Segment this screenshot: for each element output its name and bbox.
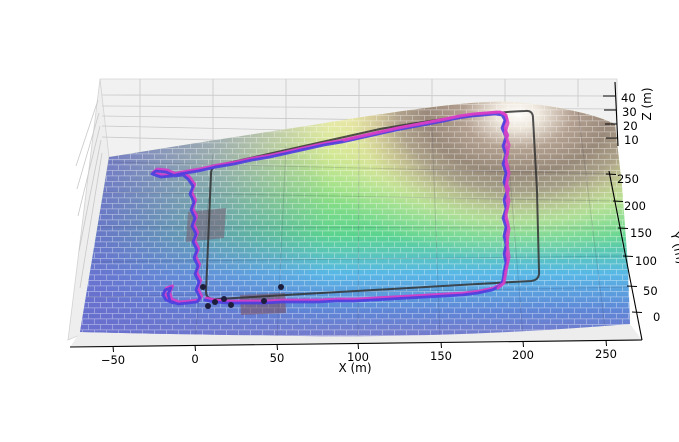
side-wall-gridline (76, 112, 100, 190)
y-axis-tick (617, 227, 629, 229)
x-axis-tick (440, 341, 442, 349)
y-tick-label: 0 (653, 310, 660, 324)
x-axis-tick (357, 342, 359, 350)
see-through-gridline (108, 161, 614, 175)
see-through-gridline (85, 286, 630, 298)
z-tick-label: 30 (622, 105, 637, 119)
z-axis-spine (614, 81, 619, 147)
plot-canvas: −50 0 50 100 150 200 250 X (m) 250 200 150 100 50 0 Y … (67, 78, 679, 375)
x-axis-tick (605, 339, 607, 347)
y-tick-label: 100 (635, 254, 657, 268)
trajectory-blue (150, 112, 509, 306)
see-through-gridline (96, 226, 624, 229)
y-axis-label: Y (m) (667, 230, 679, 266)
surface-mesh (80, 101, 630, 337)
x-axis-tick (194, 344, 196, 352)
z-tick-label: 10 (624, 133, 639, 147)
x-axis-tick (112, 345, 114, 353)
y-tick-label: 250 (617, 172, 639, 186)
x-tick-label: −50 (101, 353, 125, 367)
y-tick-label: 200 (624, 199, 646, 213)
y-axis-tick (622, 255, 634, 257)
side-wall-gridline (75, 99, 99, 167)
x-tick-label: 50 (270, 351, 285, 365)
x-axis-tick (522, 340, 524, 348)
x-tick-label: 200 (512, 348, 534, 362)
z-axis-label: Z (m) (640, 87, 654, 120)
x-axis-tick (276, 343, 278, 351)
y-axis-tick (631, 311, 643, 313)
scatter-dot (228, 302, 234, 308)
scatter-dot (212, 299, 218, 305)
see-through-gridline (357, 136, 360, 337)
y-axis-tick (612, 200, 624, 202)
see-through-gridline (577, 109, 607, 337)
scatter-dot (205, 303, 211, 309)
y-axis-tick (626, 285, 638, 287)
z-tick-label: 40 (621, 91, 636, 105)
y-tick-label: 50 (643, 284, 658, 298)
side-wall-gridline (79, 152, 103, 289)
surface-plot-figure: −50 0 50 100 150 200 250 X (m) 250 200 150 100 50 0 Y … (40, 16, 679, 426)
y-axis-tick (605, 173, 617, 175)
trajectory-magenta-overlay (342, 110, 511, 290)
side-wall-gridline (77, 125, 101, 217)
see-through-gridline (431, 126, 441, 337)
x-tick-label: 0 (191, 352, 198, 366)
scatter-dot (221, 296, 227, 302)
side-wall-gridline (78, 139, 102, 252)
y-tick-label: 150 (630, 226, 652, 240)
scatter-dot (261, 298, 267, 304)
x-tick-label: 150 (430, 349, 452, 363)
scatter-dot (278, 284, 284, 290)
x-tick-label: 100 (347, 350, 369, 364)
scatter-dot (200, 284, 206, 290)
z-tick-label: 20 (623, 119, 638, 133)
x-axis-spine (69, 339, 643, 348)
x-tick-label: 250 (595, 347, 617, 361)
x-axis-label: X (m) (338, 361, 371, 375)
